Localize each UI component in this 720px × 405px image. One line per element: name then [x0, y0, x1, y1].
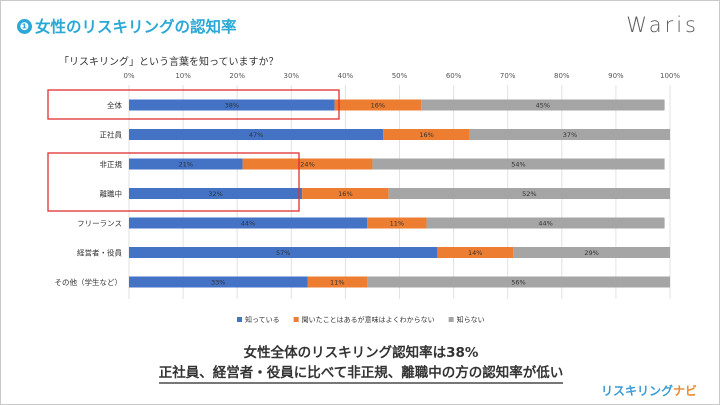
x-tick-label: 50%: [392, 72, 408, 80]
data-label: 54%: [511, 161, 525, 169]
footer-logo-sub: ナビ: [672, 384, 697, 398]
category-label: 離職中: [100, 189, 123, 199]
bar-segment: [129, 217, 368, 229]
slide-title: 女性のリスキリングの認知率: [35, 18, 237, 36]
survey-question: 「リスキリング」という言葉を知っていますか？: [59, 57, 279, 68]
bar-segment: [372, 158, 665, 170]
data-label: 52%: [522, 190, 536, 198]
data-label: 38%: [225, 102, 239, 110]
bar-segment: [129, 247, 438, 258]
bar-segment: [367, 276, 670, 288]
highlight-box-nonregular: [47, 152, 300, 212]
bar-segment: [129, 276, 308, 288]
x-tick-label: 90%: [608, 72, 624, 80]
data-label: 32%: [208, 190, 222, 198]
category-label: 正社員: [100, 130, 123, 140]
bar-segment: [367, 217, 427, 229]
category-label: 非正規: [100, 159, 123, 169]
bar-segment: [437, 247, 514, 258]
category-label: 全体: [107, 100, 122, 110]
data-label: 44%: [241, 220, 255, 228]
data-label: 16%: [338, 190, 352, 198]
bar-segment: [334, 99, 422, 111]
bar-segment: [242, 158, 373, 170]
bar-segment: [307, 276, 368, 288]
data-label: 16%: [371, 102, 385, 110]
bar-segment: [513, 247, 670, 258]
data-label: 11%: [330, 279, 344, 287]
category-label: フリーランス: [77, 219, 122, 228]
legend-label: 知らない: [457, 315, 485, 324]
legend-label: 聞いたことはあるが意味はよくわからない: [302, 315, 435, 324]
data-label: 16%: [419, 131, 433, 139]
data-label: 57%: [276, 249, 290, 257]
x-tick-label: 0%: [123, 72, 134, 80]
x-tick-label: 60%: [446, 72, 462, 80]
category-label: その他（学生など）: [55, 277, 123, 287]
data-label: 21%: [179, 161, 193, 169]
data-label: 33%: [211, 279, 225, 287]
bar-segment: [129, 99, 335, 111]
brand-logo: Waris: [626, 13, 699, 37]
conclusion-line-1: 女性全体のリスキリング認知率は38%: [243, 345, 479, 361]
bar-segment: [421, 99, 665, 111]
bar-segment: [129, 158, 243, 170]
stacked-bar-chart: 0% 10% 20% 30% 40% 50% 60% 70% 80% 90% 100% 全体 38% 16…: [47, 72, 680, 324]
x-tick-label: 10%: [175, 72, 191, 80]
conclusion-line-2: 正社員、経営者・役員に比べて非正規、離職中の方の認知率が低い: [1, 361, 719, 384]
data-label: 44%: [538, 220, 552, 228]
data-label: 47%: [249, 131, 263, 139]
data-label: 45%: [536, 102, 550, 110]
bar-segment: [129, 129, 384, 140]
slide-header: ❶ 女性のリスキリングの認知率: [17, 15, 237, 37]
category-label: 経営者・役員: [77, 248, 122, 258]
x-tick-label: 100%: [660, 72, 680, 80]
bar-segment: [426, 217, 665, 229]
bar-segment: [302, 188, 389, 199]
data-label: 56%: [511, 279, 525, 287]
bar-segment: [388, 188, 670, 199]
data-label: 11%: [390, 220, 404, 228]
number-badge: ❶: [17, 18, 32, 34]
x-tick-label: 20%: [229, 72, 245, 80]
legend-swatch: [237, 317, 242, 322]
conclusion-line-2-text: 正社員、経営者・役員に比べて非正規、離職中の方の認知率が低い: [158, 365, 564, 384]
data-label: 14%: [468, 249, 482, 257]
x-tick-label: 70%: [500, 72, 516, 80]
legend-swatch: [293, 317, 299, 322]
footer-logo-main: リスキリング: [600, 384, 673, 398]
bar-segment: [469, 129, 670, 140]
data-label: 29%: [584, 249, 598, 257]
bar-segment: [383, 129, 470, 140]
bar-segment: [129, 188, 303, 199]
data-label: 24%: [300, 161, 314, 169]
highlight-box-overall: [47, 89, 340, 120]
data-label: 37%: [563, 131, 577, 139]
x-tick-label: 30%: [284, 72, 300, 80]
legend-label: 知っている: [245, 315, 280, 324]
x-tick-label: 40%: [338, 72, 354, 80]
footer-logo: リスキリングナビ: [601, 382, 697, 399]
legend-swatch: [448, 317, 454, 322]
x-tick-label: 80%: [554, 72, 570, 80]
